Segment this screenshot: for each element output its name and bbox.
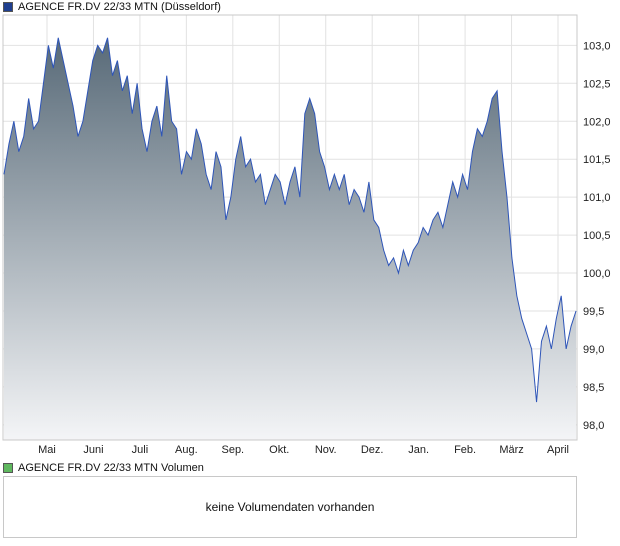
x-tick-label: Mai xyxy=(38,444,56,456)
y-tick-label: 102,0 xyxy=(583,116,611,128)
y-tick-label: 98,5 xyxy=(583,382,604,394)
y-tick-label: 100,0 xyxy=(583,268,611,280)
y-tick-label: 98,0 xyxy=(583,420,604,432)
price-legend: AGENCE FR.DV 22/33 MTN (Düsseldorf) xyxy=(3,0,221,14)
x-tick-label: Okt. xyxy=(269,444,289,456)
price-legend-swatch xyxy=(3,2,13,12)
volume-legend-label: AGENCE FR.DV 22/33 MTN Volumen xyxy=(18,462,204,474)
y-tick-label: 102,5 xyxy=(583,78,611,90)
x-tick-label: Juni xyxy=(83,444,103,456)
x-tick-label: Juli xyxy=(132,444,149,456)
x-tick-label: Dez. xyxy=(361,444,384,456)
y-tick-label: 100,5 xyxy=(583,230,611,242)
x-tick-label: Jan. xyxy=(408,444,429,456)
y-tick-label: 103,0 xyxy=(583,40,611,52)
x-axis: Mai Juni Juli Aug. Sep. Okt. Nov. Dez. Jan. Feb. M… xyxy=(38,444,569,456)
price-line xyxy=(3,37,577,403)
y-axis: 98,0 98,5 99,0 99,5 100,0 100,5 101,0 101,5 102,… xyxy=(583,40,611,431)
y-tick-label: 101,0 xyxy=(583,192,611,204)
x-tick-label: März xyxy=(499,444,523,456)
price-area xyxy=(4,37,576,441)
volume-panel: keine Volumendaten vorhanden xyxy=(3,476,577,538)
volume-legend-swatch xyxy=(3,463,13,473)
plot-frame xyxy=(2,14,578,441)
x-tick-label: Nov. xyxy=(315,444,337,456)
x-tick-label: Aug. xyxy=(175,444,198,456)
price-legend-label: AGENCE FR.DV 22/33 MTN (Düsseldorf) xyxy=(18,1,221,13)
volume-empty-message: keine Volumendaten vorhanden xyxy=(205,500,375,514)
y-tick-label: 101,5 xyxy=(583,154,611,166)
y-tick-label: 99,0 xyxy=(583,344,604,356)
volume-legend: AGENCE FR.DV 22/33 MTN Volumen xyxy=(3,461,204,475)
y-tick-label: 99,5 xyxy=(583,306,604,318)
x-tick-label: April xyxy=(547,444,569,456)
x-tick-label: Feb. xyxy=(454,444,476,456)
x-tick-label: Sep. xyxy=(221,444,244,456)
price-chart: 98,0 98,5 99,0 99,5 100,0 100,5 101,0 101,5 102,… xyxy=(2,14,611,456)
